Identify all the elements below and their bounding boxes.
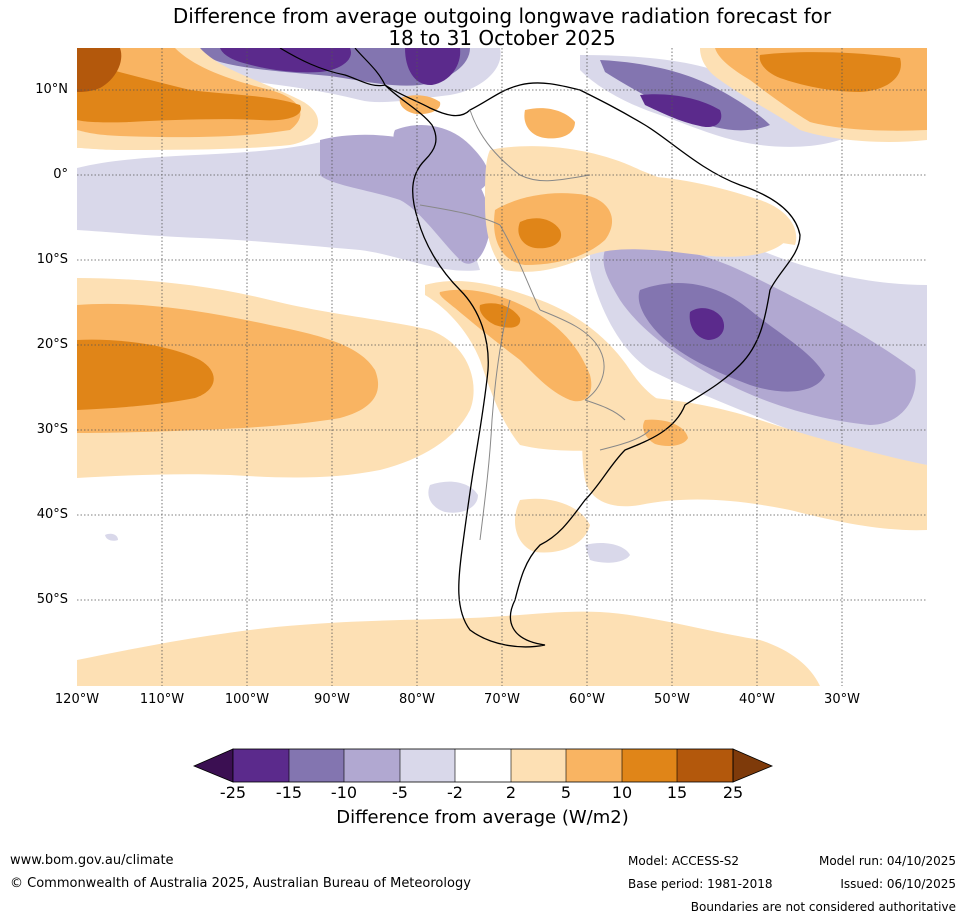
colorbar-bin-pos2-pos5 — [511, 749, 566, 782]
lat-label-40s: 40°S — [36, 507, 68, 522]
anomaly-neg15-brazil — [638, 282, 825, 392]
colorbar-tick-neg2: -2 — [447, 783, 463, 802]
anomaly-pos10-bolivia — [479, 303, 521, 328]
lat-label-20s: 20°S — [36, 337, 68, 352]
anomaly-pos2-argentina-coast — [515, 498, 590, 553]
colorbar-bin-neg5-neg2 — [400, 749, 455, 782]
colorbar-extend-high — [732, 748, 774, 783]
country-borders — [419, 109, 651, 541]
anomaly-neg5-west-pacific-patch — [105, 533, 118, 541]
anomaly-pos10-np-pacific — [77, 60, 301, 123]
lon-label-40w: 40°W — [739, 692, 775, 707]
anomaly-neg15-atlantic-itcz — [600, 60, 770, 131]
colorbar-tick-pos15: 15 — [666, 783, 688, 802]
anomaly-pos5-bolivia — [439, 289, 592, 402]
lat-label-30s: 30°S — [36, 422, 68, 437]
colorbar-bin-neg2-pos2 — [455, 749, 511, 782]
colorbar-bin-pos10-pos15 — [622, 749, 677, 782]
anomaly-pos10-amazon — [518, 218, 562, 249]
anomaly-neg25-brazil — [689, 308, 725, 340]
south-america-coastline — [384, 82, 801, 648]
colorbar-tick-pos25: 25 — [722, 783, 744, 802]
anomaly-pos5-south-atlantic — [643, 419, 688, 446]
footer-issued: Issued: 06/10/2025 — [840, 877, 956, 891]
footer-website-link[interactable]: www.bom.gov.au/climate — [10, 853, 174, 868]
lon-label-30w: 30°W — [824, 692, 860, 707]
colorbar-tick-pos2: 2 — [505, 783, 517, 802]
colorbar-bin-pos15-pos25 — [677, 749, 733, 782]
anomaly-neg10-colombia — [393, 125, 489, 191]
colorbar-label: Difference from average (W/m2) — [336, 807, 629, 828]
anomaly-pos10-north-atlantic — [759, 52, 901, 92]
anomaly-neg5-patagonia-west — [428, 481, 478, 513]
footer-model: Model: ACCESS-S2 — [628, 854, 740, 868]
lon-label-120w: 120°W — [54, 692, 100, 707]
colorbar-bin-neg25-neg15 — [233, 749, 289, 782]
footer-copyright: © Commonwealth of Australia 2025, Austra… — [10, 876, 471, 891]
footer-model-run: Model run: 04/10/2025 — [818, 854, 956, 868]
colorbar-bin-neg10-neg5 — [344, 749, 400, 782]
footer-base-period: Base period: 1981-2018 — [628, 877, 773, 891]
lon-label-70w: 70°W — [484, 692, 520, 707]
anomaly-neg25-central-america — [220, 48, 351, 73]
anomaly-pos10-south-pacific — [77, 339, 214, 410]
anomaly-pos15-np-pacific — [77, 48, 122, 92]
colorbar-tick-pos10: 10 — [611, 783, 633, 802]
colorbar-tick-neg15: -15 — [275, 783, 303, 802]
lon-label-60w: 60°W — [569, 692, 605, 707]
map-title-line1: Difference from average outgoing longwav… — [172, 4, 832, 28]
map-title-line2: 18 to 31 October 2025 — [388, 26, 616, 50]
colorbar-tick-neg25: -25 — [219, 783, 247, 802]
colorbar-tick-neg10: -10 — [330, 783, 358, 802]
colorbar-tick-neg5: -5 — [392, 783, 408, 802]
anomaly-neg5-south-atlantic-patch — [585, 543, 630, 563]
lon-label-50w: 50°W — [654, 692, 690, 707]
lat-label-10n: 10°N — [35, 82, 68, 97]
lon-label-80w: 80°W — [399, 692, 435, 707]
lat-label-0: 0° — [53, 167, 68, 182]
graticule — [77, 48, 927, 686]
colorbar-tick-pos5: 5 — [560, 783, 572, 802]
central-america-coastline — [279, 48, 386, 87]
colorbar-dividers — [288, 749, 678, 782]
lon-label-90w: 90°W — [314, 692, 350, 707]
anomaly-neg25-caribbean — [405, 48, 461, 86]
anomaly-pos5-panama — [399, 95, 441, 115]
anomaly-pos2-brazil-east — [600, 176, 797, 245]
colorbar-frame — [232, 748, 734, 783]
lon-label-110w: 110°W — [139, 692, 185, 707]
anomaly-pos2-southern-ocean — [77, 611, 820, 686]
colorbar-bin-neg15-neg10 — [289, 749, 344, 782]
colorbar-bin-pos5-pos10 — [566, 749, 622, 782]
colorbar-extend-low — [192, 748, 234, 783]
lat-label-10s: 10°S — [36, 252, 68, 267]
lat-label-50s: 50°S — [36, 592, 68, 607]
anomaly-neg25-atlantic-itcz — [640, 94, 722, 128]
anomaly-pos5-north-coast — [524, 108, 575, 139]
footer-disclaimer: Boundaries are not considered authoritat… — [690, 900, 956, 914]
lon-label-100w: 100°W — [224, 692, 270, 707]
